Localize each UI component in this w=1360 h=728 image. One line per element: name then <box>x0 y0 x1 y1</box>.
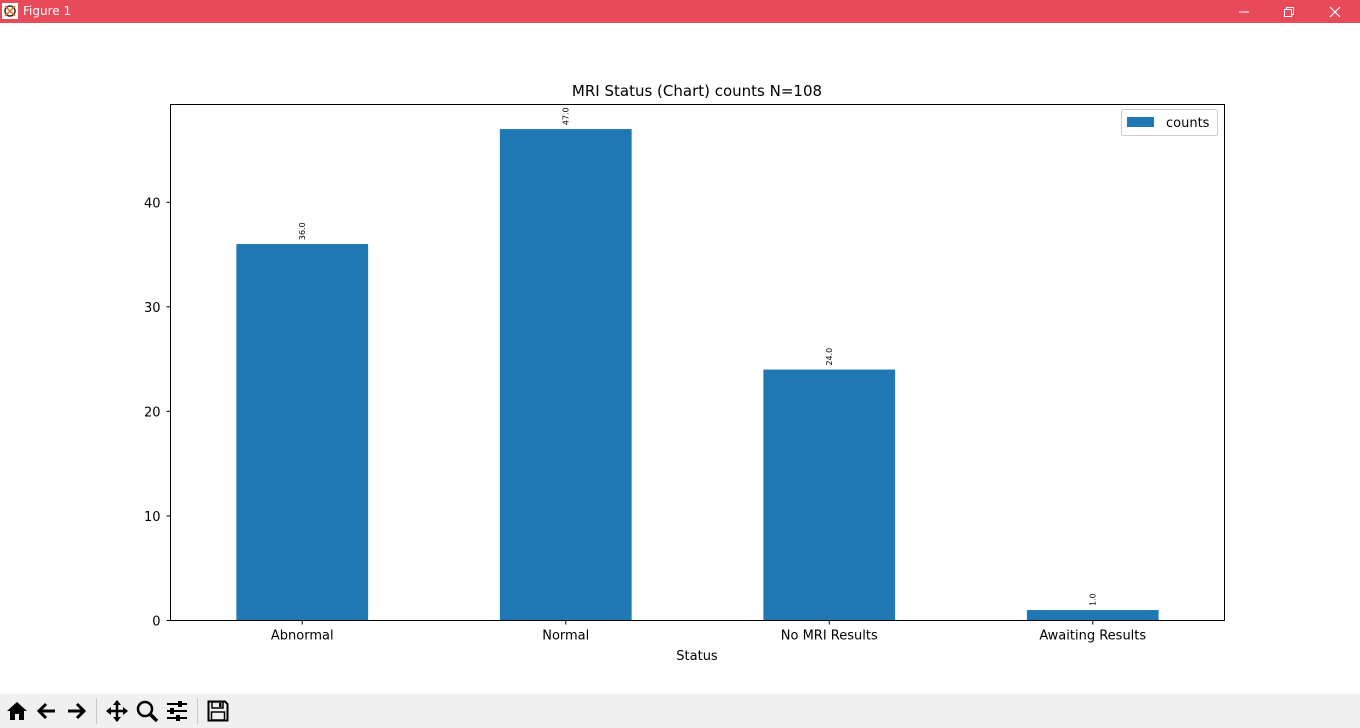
legend-box <box>1121 109 1218 136</box>
configure-subplots-button[interactable] <box>163 696 191 726</box>
bar <box>1026 610 1159 621</box>
y-tick-label: 20 <box>144 405 161 420</box>
app-icon <box>2 3 18 19</box>
bar <box>763 369 896 621</box>
data-label: 1.0 <box>1089 593 1098 606</box>
save-button[interactable] <box>204 696 232 726</box>
zoom-icon <box>136 700 159 723</box>
close-icon <box>1329 6 1341 17</box>
restore-icon <box>1284 6 1294 17</box>
navigation-toolbar <box>0 694 1360 728</box>
minimize-icon <box>1239 11 1249 12</box>
home-button[interactable] <box>3 696 31 726</box>
x-tick-label: No MRI Results <box>781 629 878 644</box>
y-tick-label: 40 <box>144 196 161 211</box>
bar <box>499 129 632 621</box>
chart-title: MRI Status (Chart) counts N=108 <box>572 82 822 100</box>
zoom-button[interactable] <box>133 696 161 726</box>
restore-button[interactable] <box>1266 0 1312 23</box>
y-tick-label: 30 <box>144 301 161 316</box>
x-axis-label: Status <box>676 649 718 664</box>
forward-arrow-icon <box>68 702 87 720</box>
minimize-button[interactable] <box>1221 0 1267 23</box>
toolbar-separator <box>96 698 97 724</box>
y-tick-label: 0 <box>152 615 160 630</box>
close-button[interactable] <box>1312 0 1358 23</box>
toolbar-separator <box>197 698 198 724</box>
configure-subplots-icon <box>167 701 187 721</box>
data-labels-layer: 36.0 47.0 24.0 1.0 <box>298 107 1098 606</box>
data-label: 24.0 <box>825 348 834 366</box>
home-icon <box>7 702 27 720</box>
back-button[interactable] <box>33 696 61 726</box>
figure-canvas[interactable]: MRI Status (Chart) counts N=108 Status 3… <box>0 23 1360 694</box>
bars-layer <box>236 129 1159 621</box>
data-label: 36.0 <box>298 222 307 240</box>
plot-frame <box>170 104 1225 621</box>
bar-chart: MRI Status (Chart) counts N=108 Status 3… <box>144 82 1225 664</box>
x-tick-label: Normal <box>542 629 589 644</box>
forward-button[interactable] <box>62 696 90 726</box>
data-label: 47.0 <box>562 107 571 125</box>
x-tick-label: Awaiting Results <box>1039 629 1146 644</box>
window-title: Figure 1 <box>23 4 72 18</box>
legend-label: counts <box>1166 116 1210 131</box>
bar <box>236 244 369 621</box>
pan-button[interactable] <box>103 696 131 726</box>
save-icon <box>207 700 229 722</box>
x-axis: Abnormal Normal No MRI Results Awaiting Res… <box>271 620 1146 644</box>
y-tick-label: 10 <box>144 510 161 525</box>
legend: counts <box>1121 109 1218 136</box>
title-bar: Figure 1 <box>0 0 1360 23</box>
pan-icon <box>106 700 128 722</box>
legend-swatch <box>1127 117 1154 127</box>
x-tick-label: Abnormal <box>271 629 334 644</box>
y-axis: 0 10 20 30 40 <box>144 196 171 630</box>
back-arrow-icon <box>36 702 55 720</box>
